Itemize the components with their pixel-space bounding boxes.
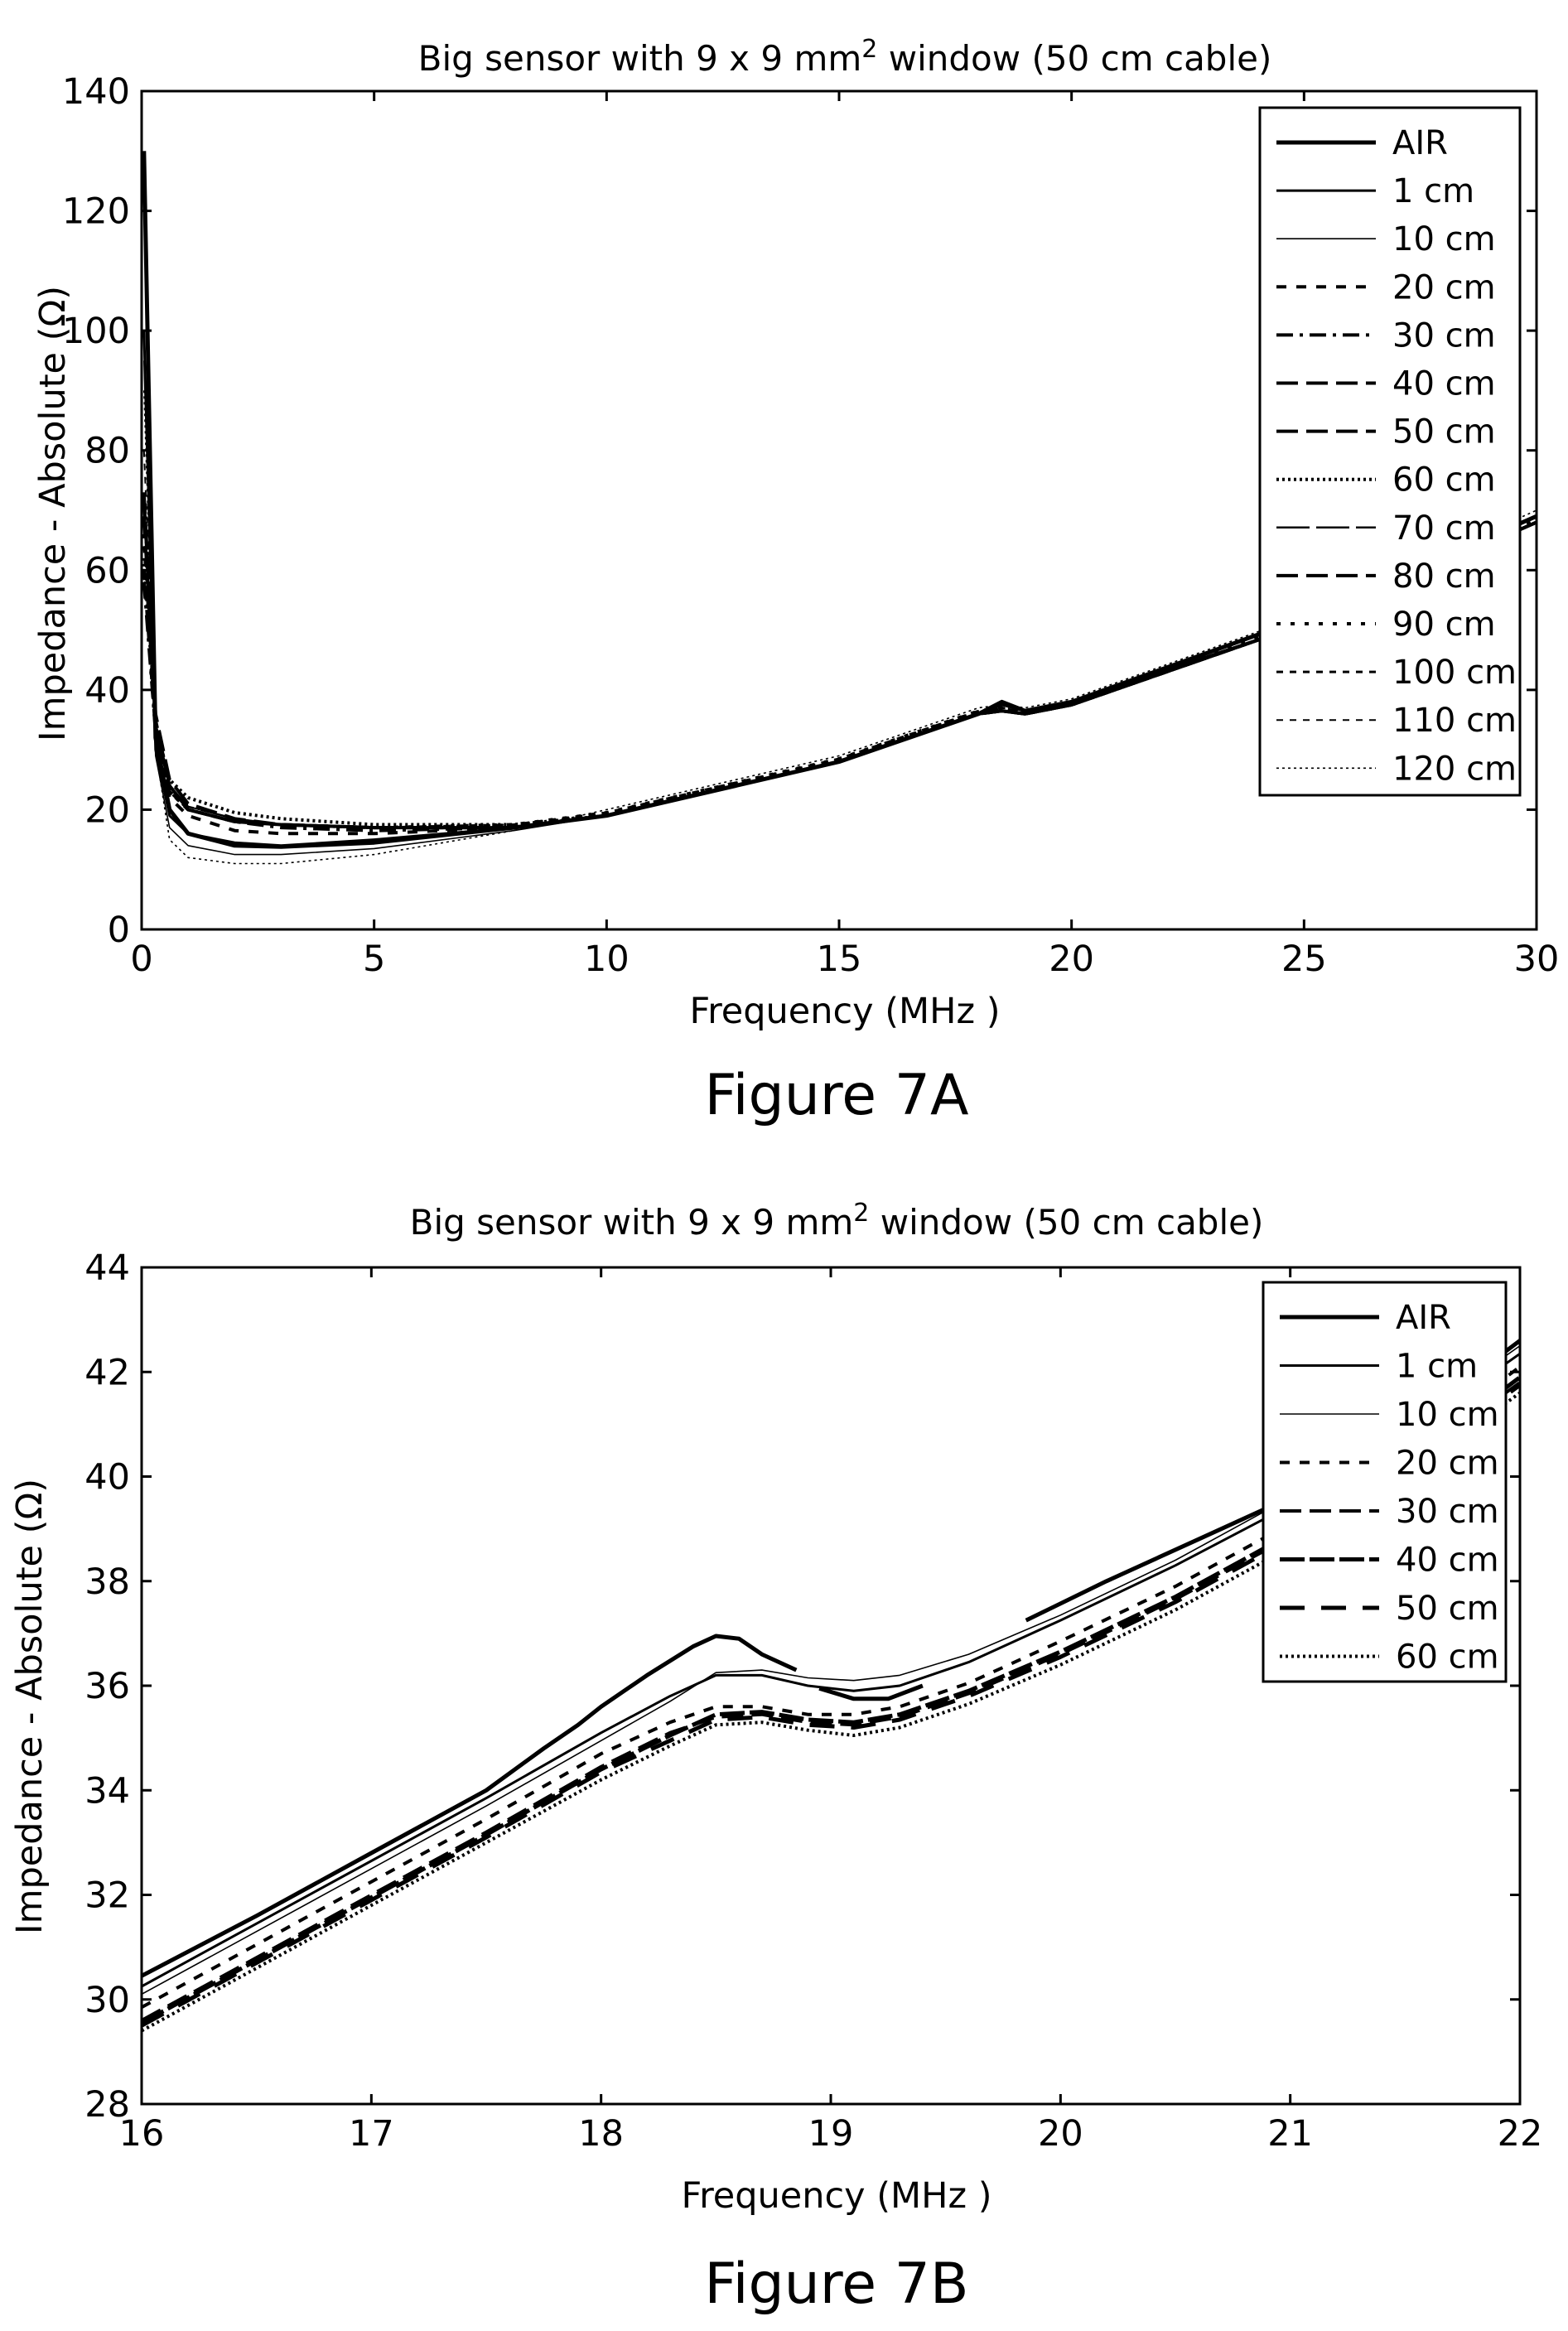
- chart-7b-legend-label: 60 cm: [1396, 1638, 1499, 1677]
- chart-7b-legend-label: 20 cm: [1396, 1445, 1499, 1483]
- chart-7a-legend-label: 120 cm: [1392, 750, 1517, 788]
- chart-7b-series-line: [142, 1365, 1520, 2009]
- figure-7a-caption: Figure 7A: [704, 1063, 968, 1128]
- chart-7a-title: Big sensor with 9 x 9 mm2 window (50 cm …: [418, 35, 1272, 79]
- chart-7b-x-tick-label: 16: [119, 2113, 165, 2155]
- chart-7a-legend-label: 70 cm: [1392, 509, 1496, 548]
- chart-7b-legend-label: 1 cm: [1396, 1348, 1478, 1386]
- chart-7b-y-tick-label: 42: [84, 1352, 130, 1393]
- chart-7b-x-tick-label: 22: [1498, 2113, 1543, 2155]
- chart-7b-plot-area: 16 17 18 19 20 21 22 28 30 32 34 36 38 40 42 44 AIR 1 cm 1…: [84, 1248, 1542, 2155]
- chart-7b-x-tick-label: 21: [1267, 2113, 1313, 2155]
- chart-7a-y-tick-label: 60: [84, 550, 130, 591]
- chart-7b-legend-box: [1262, 1281, 1508, 1683]
- chart-7b-series-line: [818, 1683, 924, 1701]
- figure-7b-caption: Figure 7B: [704, 2251, 968, 2317]
- chart-7b-y-tick-label: 28: [84, 2084, 130, 2126]
- chart-7b-x-tick-label: 18: [578, 2113, 624, 2155]
- chart-7b-y-tick-label: 34: [84, 1770, 130, 1812]
- chart-7a-legend-box: [1258, 106, 1522, 797]
- chart-7a-legend-label: 100 cm: [1392, 654, 1517, 692]
- chart-7b-series-line: [142, 1391, 1520, 2033]
- chart-7b-series-group: [142, 1339, 1520, 2033]
- chart-7a-series-line: [142, 516, 1537, 830]
- chart-7b-x-axis-label: Frequency (MHz ): [681, 2175, 991, 2217]
- chart-7b-y-tick-label: 30: [84, 1980, 130, 2021]
- chart-7b-x-tick-label: 19: [808, 2113, 854, 2155]
- chart-7a-x-tick-label: 20: [1049, 939, 1094, 980]
- chart-7b-legend-label: 30 cm: [1396, 1493, 1499, 1531]
- chart-7a-legend-label: AIR: [1392, 124, 1448, 162]
- chart-7b: Big sensor with 9 x 9 mm2 window (50 cm …: [9, 1199, 1542, 2317]
- chart-7a-y-tick-label: 100: [62, 311, 130, 352]
- chart-7b-series-line: [142, 1345, 1520, 1996]
- chart-7a-series-line: [142, 450, 1537, 829]
- chart-7b-legend-label: 10 cm: [1396, 1396, 1499, 1434]
- chart-7b-y-tick-label: 32: [84, 1875, 130, 1917]
- chart-7b-series-line: [142, 1634, 798, 1978]
- chart-7b-series-line: [142, 1352, 1520, 1988]
- chart-7a-y-axis-label: Impedance - Absolute (Ω): [32, 286, 74, 741]
- chart-7a-legend-label: 50 cm: [1392, 413, 1496, 451]
- chart-7a-legend-label: 40 cm: [1392, 365, 1496, 403]
- chart-7b-series-line: [142, 1381, 1520, 2022]
- chart-7a-legend: AIR 1 cm 10 cm 20 cm 30 cm 40 cm 50 cm 60 cm 70 …: [1258, 106, 1522, 797]
- chart-7a-x-tick-label: 25: [1281, 939, 1327, 980]
- chart-7b-y-tick-label: 36: [84, 1666, 130, 1707]
- chart-7b-y-tick-label: 40: [84, 1457, 130, 1498]
- chart-7a-legend-label: 30 cm: [1392, 316, 1496, 355]
- chart-7a-legend-label: 60 cm: [1392, 461, 1496, 499]
- chart-7b-series-line: [142, 1375, 1520, 2025]
- chart-7b-legend-label: AIR: [1396, 1299, 1451, 1337]
- chart-7a-x-tick-label: 10: [584, 939, 630, 980]
- chart-7b-y-tick-label: 38: [84, 1561, 130, 1603]
- chart-7b-y-tick-label: 44: [84, 1248, 130, 1289]
- chart-7b-legend-label: 50 cm: [1396, 1590, 1499, 1628]
- chart-7a-legend-label: 110 cm: [1392, 702, 1517, 740]
- chart-7a: Big sensor with 9 x 9 mm2 window (50 cm …: [32, 35, 1559, 1128]
- chart-7b-x-tick-label: 20: [1038, 2113, 1083, 2155]
- chart-7a-legend-label: 80 cm: [1392, 557, 1496, 596]
- chart-7a-y-tick-label: 120: [62, 191, 130, 233]
- chart-7a-legend-label: 90 cm: [1392, 606, 1496, 644]
- chart-7b-series-line: [142, 1383, 1520, 2028]
- chart-7b-title: Big sensor with 9 x 9 mm2 window (50 cm …: [410, 1199, 1264, 1243]
- chart-7a-y-tick-label: 140: [62, 71, 130, 113]
- chart-7a-legend-label: 1 cm: [1392, 172, 1474, 210]
- chart-7a-x-tick-label: 15: [817, 939, 862, 980]
- chart-7a-x-tick-label: 5: [363, 939, 385, 980]
- chart-7a-y-tick-label: 20: [84, 789, 130, 831]
- chart-7b-y-axis-label: Impedance - Absolute (Ω): [9, 1479, 51, 1934]
- chart-7a-x-tick-label: 30: [1514, 939, 1560, 980]
- chart-7a-y-tick-label: 40: [84, 670, 130, 712]
- chart-7a-x-tick-label: 0: [130, 939, 152, 980]
- chart-7b-x-tick-label: 17: [349, 2113, 394, 2155]
- chart-7b-legend: AIR 1 cm 10 cm 20 cm 30 cm 40 cm 50 cm 60 cm: [1262, 1281, 1508, 1683]
- chart-7a-series-group: [142, 151, 1537, 865]
- chart-7a-x-axis-label: Frequency (MHz ): [689, 991, 1000, 1032]
- chart-7a-y-tick-label: 0: [108, 910, 130, 951]
- chart-7a-legend-label: 20 cm: [1392, 268, 1496, 306]
- chart-7a-plot-area: 0 5 10 15 20 25 30 0 20 40 60 80 100 120 140 AIR 1 cm 10 …: [62, 71, 1559, 980]
- chart-7b-legend-label: 40 cm: [1396, 1542, 1499, 1580]
- chart-7a-legend-label: 10 cm: [1392, 220, 1496, 258]
- chart-7a-y-tick-label: 80: [84, 431, 130, 472]
